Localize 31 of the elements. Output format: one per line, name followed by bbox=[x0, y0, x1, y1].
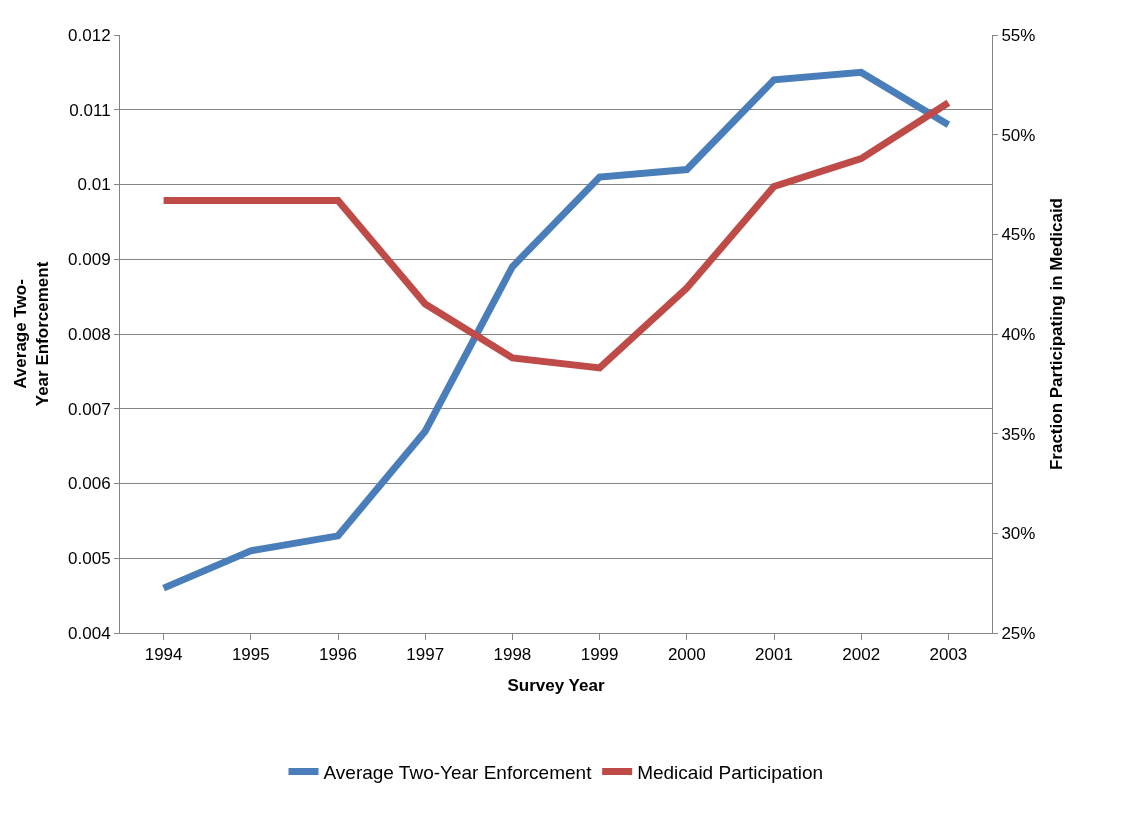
x-axis-title: Survey Year bbox=[507, 675, 605, 695]
y-tick-label: 0.006 bbox=[68, 474, 111, 494]
y-tick-label: 0.012 bbox=[68, 25, 111, 45]
y2-tick-label: 45% bbox=[1001, 225, 1036, 245]
y2-tick-label: 55% bbox=[1001, 25, 1036, 45]
y-tick-label: 0.009 bbox=[68, 250, 111, 270]
y2-tick-label: 25% bbox=[1001, 623, 1036, 643]
x-tick-label: 1998 bbox=[493, 645, 532, 665]
y2-tick-label: 30% bbox=[1001, 524, 1036, 544]
x-tick-label: 1996 bbox=[319, 645, 357, 665]
x-tick-label: 1997 bbox=[406, 645, 445, 665]
y2-tick-label: 40% bbox=[1001, 324, 1036, 344]
legend-label: Medicaid Participation bbox=[637, 761, 824, 783]
x-tick-label: 2001 bbox=[755, 645, 793, 665]
x-tick-label: 2000 bbox=[667, 645, 706, 665]
y-tick-label: 0.01 bbox=[77, 175, 111, 195]
y-tick-label: 0.005 bbox=[68, 549, 111, 569]
y2-tick-label: 35% bbox=[1001, 424, 1036, 444]
y-axis-title: Average Two-Year Enforcement bbox=[10, 261, 52, 407]
x-tick-label: 2003 bbox=[929, 645, 968, 665]
y-tick-label: 0.004 bbox=[68, 623, 111, 643]
x-tick-label: 1999 bbox=[580, 645, 619, 665]
y-tick-label: 0.011 bbox=[69, 100, 111, 120]
y2-tick-label: 50% bbox=[1001, 125, 1036, 145]
legend-label: Average Two-Year Enforcement bbox=[323, 761, 593, 783]
y2-axis-title: Fraction Participating in Medicaid bbox=[1046, 197, 1066, 471]
y-tick-label: 0.008 bbox=[68, 324, 111, 344]
y-tick-label: 0.007 bbox=[68, 399, 111, 419]
x-tick-label: 1994 bbox=[144, 645, 183, 665]
x-tick-label: 1995 bbox=[231, 645, 270, 665]
x-tick-label: 2002 bbox=[842, 645, 881, 665]
